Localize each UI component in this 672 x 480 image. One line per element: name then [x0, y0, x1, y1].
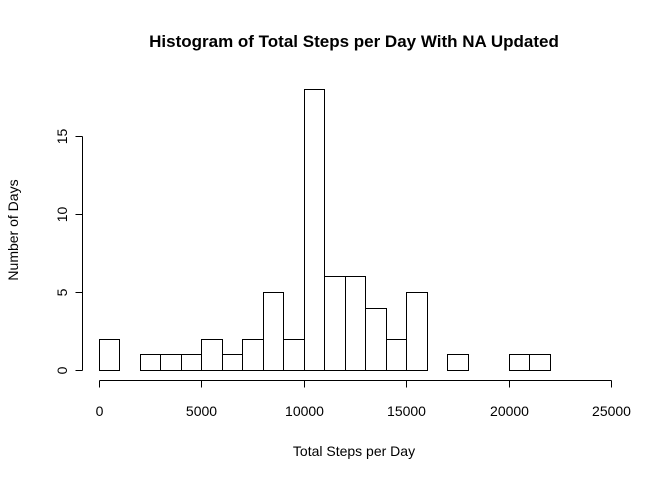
histogram-bar	[160, 354, 182, 371]
histogram-bar	[386, 339, 407, 371]
histogram-bar	[201, 339, 223, 371]
histogram-bar	[222, 354, 243, 371]
histogram-bar	[283, 339, 305, 371]
histogram-bar	[140, 354, 161, 371]
x-tick-label: 10000	[285, 403, 324, 419]
y-tick-label: 10	[54, 207, 70, 223]
histogram-bar	[406, 292, 428, 371]
x-tick-label: 0	[96, 403, 104, 419]
x-tick-label: 5000	[186, 403, 217, 419]
x-tick-label: 20000	[490, 403, 529, 419]
histogram-bar	[181, 354, 202, 371]
y-tick-label: 5	[54, 288, 70, 296]
y-axis-label: Number of Days	[5, 179, 21, 280]
histogram-bar	[99, 339, 120, 371]
x-tick-label: 15000	[387, 403, 426, 419]
histogram-bar	[365, 308, 387, 371]
x-axis-label: Total Steps per Day	[293, 443, 415, 459]
histogram-bar	[263, 292, 284, 371]
y-tick-label: 15	[54, 129, 70, 145]
histogram-bars	[99, 89, 551, 371]
histogram-bar	[324, 276, 346, 371]
histogram-bar	[304, 89, 325, 371]
y-axis: 0 5 10 15	[54, 129, 83, 374]
histogram-bar	[529, 354, 551, 371]
histogram-bar	[242, 339, 264, 371]
chart-title: Histogram of Total Steps per Day With NA…	[149, 32, 559, 51]
y-tick-label: 0	[54, 366, 70, 374]
histogram-bar	[447, 354, 469, 371]
x-tick-label: 25000	[592, 403, 631, 419]
x-axis: 0 5000 10000 15000 20000 25000	[96, 380, 631, 419]
histogram-bar	[345, 276, 366, 371]
histogram-bar	[509, 354, 530, 371]
